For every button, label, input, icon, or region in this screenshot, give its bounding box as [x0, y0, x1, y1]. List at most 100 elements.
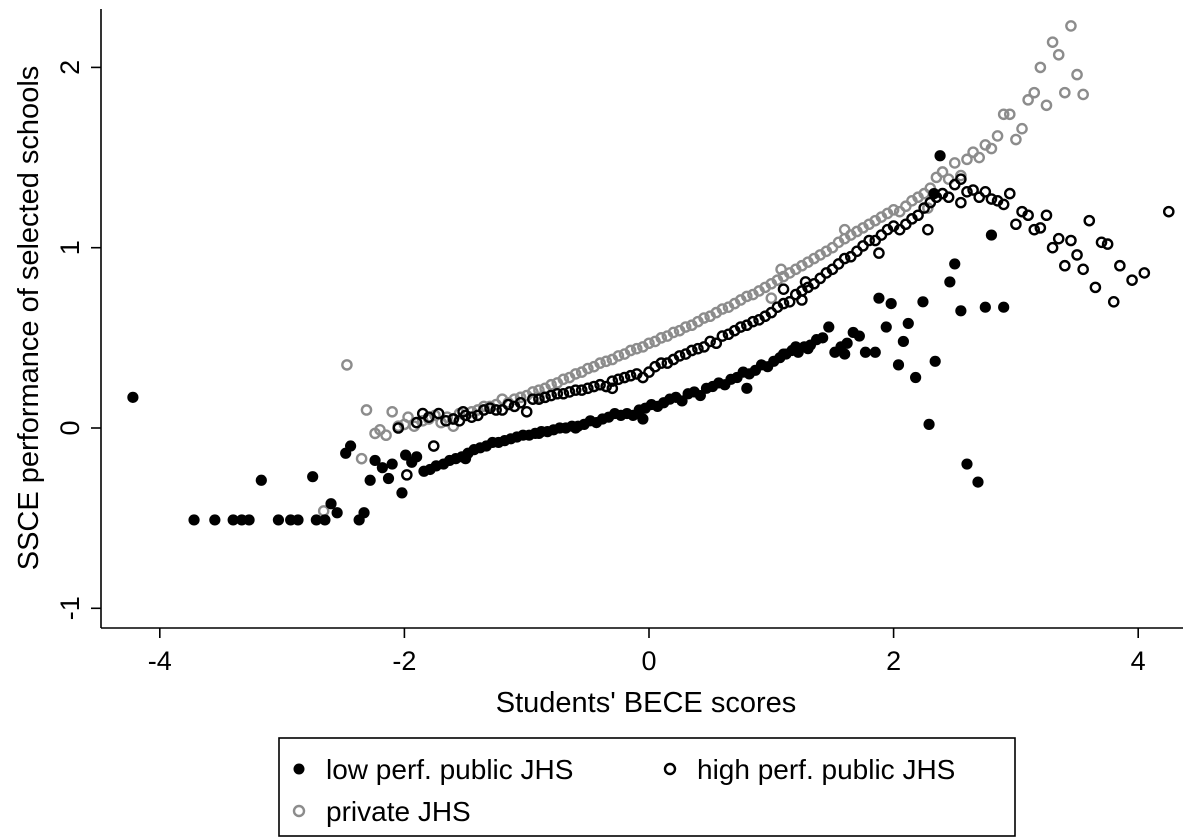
y-tick-label: -1 — [55, 596, 85, 620]
point-private-jhs — [569, 368, 582, 380]
y-tick-label: 0 — [55, 420, 85, 435]
point-high-perf-public-jhs — [747, 315, 759, 328]
point-private-jhs — [985, 142, 998, 155]
point-low-perf-public-jhs — [985, 229, 998, 241]
point-high-perf-public-jhs — [1095, 236, 1108, 249]
point-private-jhs — [1040, 99, 1053, 112]
point-low-perf-public-jhs — [376, 462, 388, 474]
point-private-jhs — [1071, 68, 1083, 81]
point-private-jhs — [887, 204, 900, 216]
point-private-jhs — [1003, 108, 1016, 121]
point-high-perf-public-jhs — [686, 344, 698, 357]
point-low-perf-public-jhs — [331, 507, 343, 519]
point-low-perf-public-jhs — [839, 348, 851, 360]
point-low-perf-public-jhs — [209, 514, 221, 526]
point-high-perf-public-jhs — [624, 369, 637, 382]
point-high-perf-public-jhs — [588, 380, 600, 393]
point-high-perf-public-jhs — [465, 411, 478, 423]
point-low-perf-public-jhs — [841, 337, 853, 349]
legend-marker-high-perf — [663, 762, 677, 776]
legend-label-low-perf: low perf. public JHS — [326, 754, 573, 785]
point-high-perf-public-jhs — [777, 283, 790, 295]
point-low-perf-public-jhs — [910, 371, 922, 384]
point-private-jhs — [1052, 48, 1065, 61]
point-private-jhs — [655, 332, 668, 344]
point-low-perf-public-jhs — [325, 498, 337, 510]
point-low-perf-public-jhs — [880, 321, 892, 333]
point-low-perf-public-jhs — [358, 507, 370, 519]
point-private-jhs — [1059, 86, 1071, 99]
point-high-perf-public-jhs — [1022, 209, 1034, 222]
point-private-jhs — [775, 263, 787, 276]
point-private-jhs — [582, 362, 594, 375]
point-private-jhs — [478, 400, 490, 413]
legend: low perf. public JHS high perf. public J… — [278, 737, 1016, 837]
point-low-perf-public-jhs — [292, 514, 304, 526]
point-low-perf-public-jhs — [929, 355, 941, 367]
point-private-jhs — [514, 391, 527, 404]
point-high-perf-public-jhs — [478, 404, 490, 416]
point-high-perf-public-jhs — [490, 404, 502, 416]
point-high-perf-public-jhs — [1034, 222, 1047, 234]
point-private-jhs — [1034, 61, 1047, 74]
point-high-perf-public-jhs — [1089, 281, 1102, 294]
point-private-jhs — [961, 153, 973, 166]
point-private-jhs — [557, 373, 570, 386]
y-tick-label: 1 — [55, 240, 85, 255]
legend-marker-low-perf — [293, 763, 305, 775]
point-private-jhs — [973, 151, 986, 164]
point-high-perf-public-jhs — [985, 193, 998, 205]
point-low-perf-public-jhs — [382, 472, 395, 485]
point-high-perf-public-jhs — [961, 186, 973, 198]
point-low-perf-public-jhs — [777, 348, 790, 360]
point-high-perf-public-jhs — [612, 373, 625, 386]
point-low-perf-public-jhs — [859, 346, 872, 358]
point-private-jhs — [716, 303, 729, 315]
point-private-jhs — [317, 505, 330, 517]
point-low-perf-public-jhs — [917, 296, 929, 308]
point-high-perf-public-jhs — [582, 382, 594, 395]
point-high-perf-public-jhs — [539, 391, 551, 404]
point-private-jhs — [997, 108, 1010, 121]
point-high-perf-public-jhs — [575, 384, 588, 396]
point-high-perf-public-jhs — [427, 440, 440, 452]
point-high-perf-public-jhs — [704, 335, 716, 348]
point-low-perf-public-jhs — [533, 427, 545, 440]
point-high-perf-public-jhs — [863, 234, 875, 247]
point-high-perf-public-jhs — [392, 422, 405, 434]
point-high-perf-public-jhs — [527, 393, 539, 405]
point-high-perf-public-jhs — [1107, 295, 1120, 308]
point-high-perf-public-jhs — [922, 223, 934, 236]
x-tick-label: 0 — [641, 646, 656, 676]
point-private-jhs — [741, 290, 753, 303]
plot-area — [127, 20, 1175, 526]
point-private-jhs — [936, 166, 949, 178]
x-tick-label: -2 — [392, 646, 416, 676]
point-high-perf-public-jhs — [1126, 274, 1138, 286]
point-high-perf-public-jhs — [563, 386, 576, 398]
point-low-perf-public-jhs — [892, 359, 905, 371]
point-low-perf-public-jhs — [396, 487, 408, 499]
point-high-perf-public-jhs — [502, 398, 515, 411]
point-low-perf-public-jhs — [369, 454, 381, 467]
point-private-jhs — [765, 292, 778, 304]
point-high-perf-public-jhs — [1010, 218, 1022, 231]
point-private-jhs — [355, 452, 368, 465]
point-high-perf-public-jhs — [710, 337, 723, 350]
x-axis: -4 -2 0 2 4 — [101, 627, 1183, 676]
point-high-perf-public-jhs — [520, 405, 533, 418]
point-private-jhs — [948, 157, 961, 169]
point-high-perf-public-jhs — [692, 342, 704, 355]
point-private-jhs — [380, 429, 392, 442]
point-low-perf-public-jhs — [998, 301, 1010, 313]
point-high-perf-public-jhs — [912, 209, 924, 222]
point-high-perf-public-jhs — [557, 387, 570, 400]
point-high-perf-public-jhs — [1114, 259, 1126, 272]
point-low-perf-public-jhs — [902, 317, 914, 330]
point-high-perf-public-jhs — [1040, 209, 1053, 222]
point-low-perf-public-jhs — [227, 514, 239, 526]
point-high-perf-public-jhs — [1003, 187, 1016, 200]
point-low-perf-public-jhs — [885, 297, 897, 310]
point-private-jhs — [545, 378, 557, 391]
